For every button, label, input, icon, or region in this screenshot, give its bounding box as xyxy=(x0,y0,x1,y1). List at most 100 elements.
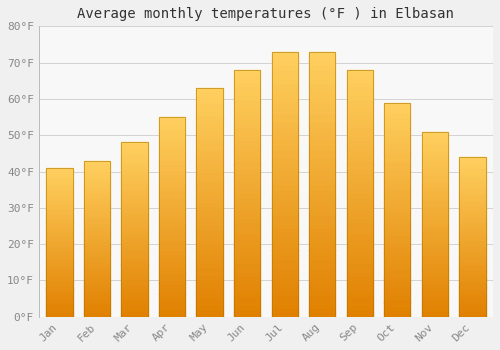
Bar xyxy=(46,173,72,175)
Bar xyxy=(309,140,336,145)
Bar xyxy=(234,169,260,173)
Bar xyxy=(309,122,336,127)
Bar xyxy=(422,159,448,162)
Bar xyxy=(46,193,72,195)
Bar xyxy=(234,280,260,284)
Bar xyxy=(309,91,336,96)
Bar xyxy=(460,157,485,160)
Bar xyxy=(384,181,410,185)
Bar xyxy=(384,120,410,124)
Bar xyxy=(346,193,373,197)
Bar xyxy=(422,138,448,141)
Bar xyxy=(422,255,448,258)
Bar xyxy=(122,230,148,232)
Bar xyxy=(234,247,260,251)
Bar xyxy=(272,273,298,277)
Bar xyxy=(272,65,298,69)
Bar xyxy=(346,78,373,82)
Bar xyxy=(422,193,448,196)
Bar xyxy=(346,296,373,300)
Bar xyxy=(122,201,148,203)
Bar xyxy=(159,260,185,264)
Bar xyxy=(422,310,448,314)
Bar xyxy=(272,264,298,268)
Bar xyxy=(422,206,448,209)
Bar xyxy=(272,233,298,237)
Bar xyxy=(460,168,485,170)
Bar xyxy=(422,286,448,289)
Bar xyxy=(422,147,448,150)
Bar xyxy=(122,221,148,224)
Bar xyxy=(346,292,373,296)
Bar xyxy=(384,199,410,203)
Bar xyxy=(196,264,223,267)
Bar xyxy=(234,222,260,226)
Bar xyxy=(159,224,185,227)
Bar xyxy=(84,226,110,228)
Bar xyxy=(272,246,298,251)
Bar xyxy=(384,110,410,113)
Bar xyxy=(122,270,148,273)
Bar xyxy=(384,267,410,271)
Bar xyxy=(346,218,373,222)
Bar xyxy=(272,69,298,74)
Bar xyxy=(196,88,223,317)
Bar xyxy=(159,220,185,224)
Bar xyxy=(84,184,110,187)
Bar xyxy=(346,103,373,107)
Bar xyxy=(159,167,185,170)
Bar xyxy=(309,61,336,65)
Bar xyxy=(309,131,336,136)
Bar xyxy=(309,56,336,61)
Bar xyxy=(309,78,336,83)
Bar xyxy=(309,184,336,189)
Bar xyxy=(122,172,148,174)
Bar xyxy=(234,226,260,230)
Bar xyxy=(159,240,185,244)
Bar xyxy=(384,245,410,249)
Bar xyxy=(272,52,298,317)
Bar xyxy=(196,168,223,172)
Bar xyxy=(46,255,72,257)
Bar xyxy=(422,246,448,249)
Bar xyxy=(460,247,485,250)
Bar xyxy=(422,175,448,178)
Bar xyxy=(272,189,298,193)
Bar xyxy=(84,246,110,249)
Bar xyxy=(272,219,298,224)
Bar xyxy=(346,156,373,160)
Bar xyxy=(384,138,410,142)
Bar xyxy=(159,250,185,253)
Bar xyxy=(460,199,485,202)
Bar xyxy=(234,272,260,276)
Bar xyxy=(234,107,260,111)
Bar xyxy=(272,268,298,273)
Bar xyxy=(272,281,298,286)
Bar xyxy=(272,202,298,206)
Bar xyxy=(159,227,185,230)
Bar xyxy=(122,236,148,238)
Bar xyxy=(196,122,223,126)
Bar xyxy=(422,212,448,215)
Bar xyxy=(159,140,185,144)
Bar xyxy=(196,92,223,96)
Bar xyxy=(346,255,373,259)
Bar xyxy=(84,210,110,213)
Bar xyxy=(46,314,72,317)
Bar xyxy=(122,232,148,236)
Bar xyxy=(159,124,185,127)
Bar xyxy=(309,255,336,259)
Bar xyxy=(272,229,298,233)
Bar xyxy=(422,209,448,212)
Bar xyxy=(122,209,148,212)
Bar xyxy=(272,290,298,295)
Bar xyxy=(196,99,223,103)
Bar xyxy=(122,218,148,221)
Bar xyxy=(272,74,298,78)
Bar xyxy=(46,212,72,215)
Bar xyxy=(122,314,148,317)
Bar xyxy=(309,69,336,74)
Bar xyxy=(234,296,260,300)
Bar xyxy=(159,303,185,307)
Bar xyxy=(460,242,485,245)
